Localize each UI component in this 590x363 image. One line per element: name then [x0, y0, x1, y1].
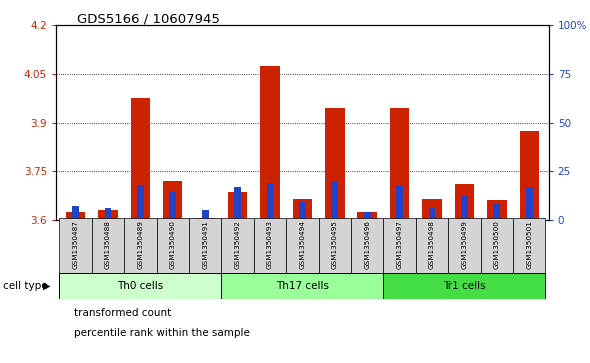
Bar: [293, 199, 312, 220]
Bar: [189, 218, 221, 274]
Text: GSM1350494: GSM1350494: [299, 221, 306, 269]
Text: percentile rank within the sample: percentile rank within the sample: [74, 328, 250, 338]
Bar: [221, 273, 384, 299]
Bar: [416, 218, 448, 274]
Bar: [221, 218, 254, 274]
Bar: [422, 199, 442, 220]
Bar: [364, 212, 371, 220]
Bar: [390, 108, 409, 220]
Bar: [481, 218, 513, 274]
Bar: [325, 108, 345, 220]
Text: GSM1350497: GSM1350497: [396, 221, 402, 269]
Bar: [228, 192, 247, 220]
Bar: [513, 218, 546, 274]
Bar: [169, 192, 176, 220]
Text: GSM1350501: GSM1350501: [526, 221, 532, 269]
Bar: [396, 185, 403, 220]
Bar: [455, 184, 474, 220]
Text: GSM1350489: GSM1350489: [137, 221, 143, 269]
Text: GSM1350492: GSM1350492: [235, 221, 241, 269]
Bar: [59, 218, 91, 274]
Bar: [137, 185, 144, 220]
Bar: [487, 200, 507, 220]
Bar: [286, 218, 319, 274]
Bar: [104, 208, 112, 220]
Text: GSM1350496: GSM1350496: [364, 221, 370, 269]
Text: transformed count: transformed count: [74, 308, 171, 318]
Text: GSM1350500: GSM1350500: [494, 221, 500, 269]
Bar: [493, 204, 500, 220]
Text: Th17 cells: Th17 cells: [276, 281, 329, 291]
Text: GSM1350499: GSM1350499: [461, 221, 467, 269]
Bar: [384, 218, 416, 274]
Text: GSM1350498: GSM1350498: [429, 221, 435, 269]
Bar: [195, 218, 215, 220]
Bar: [260, 66, 280, 220]
Bar: [163, 181, 182, 220]
Text: GSM1350488: GSM1350488: [105, 221, 111, 269]
Bar: [91, 218, 124, 274]
Text: ▶: ▶: [42, 281, 50, 291]
Bar: [384, 273, 546, 299]
Bar: [59, 273, 221, 299]
Text: GSM1350491: GSM1350491: [202, 221, 208, 269]
Bar: [124, 218, 156, 274]
Text: GSM1350493: GSM1350493: [267, 221, 273, 269]
Bar: [448, 218, 481, 274]
Bar: [358, 212, 377, 220]
Bar: [202, 210, 208, 220]
Bar: [254, 218, 286, 274]
Text: Tr1 cells: Tr1 cells: [443, 281, 486, 291]
Bar: [98, 210, 117, 220]
Bar: [72, 206, 79, 220]
Bar: [520, 131, 539, 220]
Text: Th0 cells: Th0 cells: [117, 281, 163, 291]
Bar: [428, 208, 435, 220]
Bar: [156, 218, 189, 274]
Bar: [332, 181, 338, 220]
Bar: [461, 196, 468, 220]
Text: GDS5166 / 10607945: GDS5166 / 10607945: [77, 13, 219, 26]
Bar: [351, 218, 384, 274]
Bar: [267, 183, 273, 220]
Bar: [65, 212, 85, 220]
Bar: [526, 187, 533, 220]
Bar: [130, 98, 150, 220]
Bar: [299, 202, 306, 220]
Text: GSM1350487: GSM1350487: [73, 221, 78, 269]
Text: cell type: cell type: [3, 281, 48, 291]
Text: GSM1350495: GSM1350495: [332, 221, 338, 269]
Text: GSM1350490: GSM1350490: [170, 221, 176, 269]
Bar: [234, 187, 241, 220]
Bar: [319, 218, 351, 274]
